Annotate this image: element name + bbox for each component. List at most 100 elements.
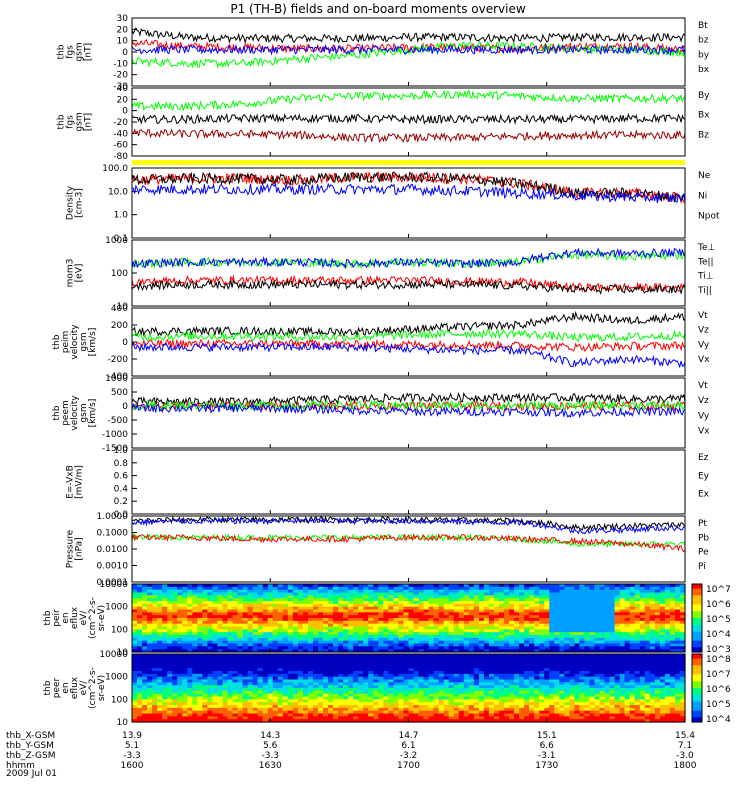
heatmap-cell (192, 685, 198, 689)
heatmap-cell (368, 676, 374, 681)
heatmap-cell (252, 673, 259, 678)
heatmap-cell (358, 702, 364, 706)
heatmap-cell (297, 646, 304, 650)
heatmap-cell (463, 719, 470, 723)
series-line-Vx (131, 402, 686, 419)
heatmap-cell (674, 623, 681, 628)
heatmap-cell (488, 707, 495, 712)
heatmap-cell (267, 688, 274, 692)
heatmap-cell (529, 601, 535, 605)
heatmap-cell (534, 668, 540, 672)
heatmap-cell (162, 699, 168, 703)
heatmap-cell (182, 640, 188, 645)
heatmap-cell (182, 603, 188, 608)
heatmap-cell (368, 584, 374, 588)
heatmap-cell (554, 615, 560, 619)
heatmap-cell (453, 586, 460, 591)
heatmap-cell (328, 671, 334, 675)
heatmap-cell (287, 620, 294, 625)
heatmap-cell (257, 696, 264, 700)
heatmap-cell (358, 710, 364, 715)
heatmap-cell (272, 690, 279, 695)
heatmap-cell (348, 637, 354, 642)
heatmap-cell (217, 710, 224, 715)
heatmap-cell (257, 643, 264, 647)
heatmap-cell (207, 592, 214, 596)
heatmap-cell (413, 637, 420, 642)
heatmap-cell (192, 615, 198, 619)
heatmap-cell (614, 586, 621, 591)
heatmap-cell (262, 618, 269, 622)
heatmap-cell (287, 676, 294, 681)
heatmap-cell (514, 671, 520, 675)
heatmap-cell (147, 654, 153, 658)
heatmap-cell (318, 584, 324, 588)
heatmap-cell (302, 612, 309, 616)
heatmap-cell (483, 646, 490, 650)
heatmap-cell (408, 713, 415, 717)
heatmap-cell (458, 615, 465, 619)
heatmap-cell (483, 635, 490, 639)
heatmap-cell (388, 702, 395, 706)
heatmap-cell (257, 623, 264, 628)
heatmap-cell (157, 710, 163, 715)
heatmap-cell (498, 707, 505, 712)
heatmap-cell (378, 649, 384, 653)
heatmap-cell (514, 699, 520, 703)
heatmap-cell (629, 589, 636, 594)
heatmap-cell (483, 665, 490, 669)
heatmap-cell (594, 606, 601, 611)
heatmap-cell (348, 688, 354, 692)
heatmap-cell (388, 635, 395, 639)
heatmap-cell (192, 609, 198, 613)
y-tick-label: -60 (113, 141, 128, 151)
heatmap-cell (217, 668, 224, 672)
heatmap-cell (142, 584, 148, 588)
heatmap-cell (418, 601, 425, 605)
heatmap-cell (307, 595, 314, 599)
heatmap-cell (338, 589, 344, 594)
heatmap-cell (338, 699, 344, 703)
heatmap-cell (282, 676, 289, 681)
heatmap-cell (544, 620, 550, 625)
heatmap-cell (207, 702, 214, 706)
heatmap-cell (654, 629, 661, 633)
heatmap-cell (212, 643, 219, 647)
heatmap-cell (378, 679, 384, 683)
heatmap-cell (177, 586, 183, 591)
heatmap-cell (519, 707, 525, 712)
heatmap-cell (679, 632, 686, 636)
heatmap-cell (403, 643, 410, 647)
heatmap-cell (549, 606, 555, 611)
heatmap-cell (333, 623, 339, 628)
heatmap-cell (197, 598, 203, 602)
heatmap-cell (353, 665, 359, 669)
heatmap-cell (398, 586, 405, 591)
heatmap-cell (292, 601, 299, 605)
heatmap-cell (498, 646, 505, 650)
heatmap-cell (137, 671, 143, 675)
heatmap-cell (348, 612, 354, 616)
heatmap-cell (514, 609, 520, 613)
heatmap-cell (448, 603, 455, 608)
heatmap-cell (629, 635, 636, 639)
heatmap-cell (172, 612, 178, 616)
heatmap-cell (147, 623, 153, 628)
heatmap-cell (383, 679, 389, 683)
heatmap-cell (137, 584, 143, 588)
heatmap-cell (509, 716, 515, 720)
heatmap-cell (428, 665, 435, 669)
heatmap-cell (483, 620, 490, 625)
heatmap-cell (393, 603, 400, 608)
heatmap-cell (287, 612, 294, 616)
heatmap-cell (383, 693, 389, 698)
heatmap-cell (262, 716, 269, 720)
heatmap-cell (368, 615, 374, 619)
heatmap-cell (363, 702, 369, 706)
heatmap-cell (483, 615, 490, 619)
heatmap-cell (398, 609, 405, 613)
heatmap-cell (504, 671, 510, 675)
heatmap-cell (242, 646, 249, 650)
heatmap-cell (509, 671, 515, 675)
